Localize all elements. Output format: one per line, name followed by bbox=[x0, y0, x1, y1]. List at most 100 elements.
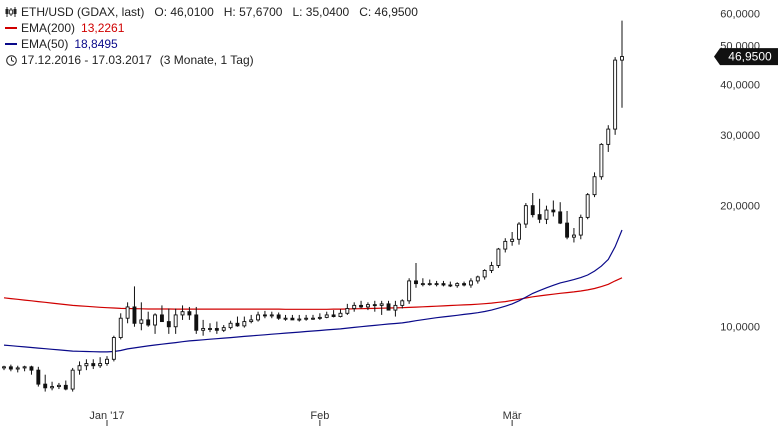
candle-body bbox=[523, 205, 528, 225]
period-interval: (3 Monate, 1 Tag) bbox=[159, 53, 254, 67]
candle-body bbox=[379, 303, 384, 306]
candlestick-icon bbox=[4, 7, 18, 17]
y-tick-label: 40,0000 bbox=[720, 80, 760, 92]
legend-row-ema50: EMA(50) 18,8495 bbox=[4, 36, 418, 52]
candle-body bbox=[22, 366, 27, 369]
candle-body bbox=[235, 322, 240, 327]
candle-body bbox=[276, 314, 281, 319]
ema50-label: EMA(50) bbox=[21, 37, 69, 51]
candle-body bbox=[173, 314, 178, 328]
legend-row-instrument: ETH/USD (GDAX, last) O: 46,0100 H: 57,67… bbox=[4, 4, 418, 20]
candle-body bbox=[201, 328, 206, 331]
candle-body bbox=[475, 276, 480, 282]
candle-body bbox=[304, 317, 309, 320]
candle-body bbox=[29, 366, 34, 371]
candle-body bbox=[544, 209, 549, 220]
candle-body bbox=[400, 300, 405, 306]
candle-body bbox=[338, 312, 343, 318]
x-tick-label: Feb bbox=[310, 410, 329, 422]
candle-body bbox=[331, 314, 336, 318]
candle-body bbox=[359, 304, 364, 308]
candle-body bbox=[468, 280, 473, 286]
candle-body bbox=[372, 304, 377, 307]
candle-body bbox=[194, 314, 199, 331]
legend-row-period: 17.12.2016 - 17.03.2017 (3 Monate, 1 Tag… bbox=[4, 52, 418, 68]
ohlc-open: O: 46,0100 bbox=[154, 5, 214, 19]
candle-body bbox=[592, 176, 597, 196]
candle-body bbox=[414, 280, 418, 285]
candle-body bbox=[455, 283, 460, 287]
candle-body bbox=[317, 316, 322, 319]
candle-body bbox=[496, 248, 501, 266]
candle-body bbox=[139, 319, 144, 324]
candle-body bbox=[297, 318, 302, 321]
candle-body bbox=[166, 321, 171, 328]
candle-body bbox=[15, 367, 20, 370]
candle-body bbox=[462, 283, 467, 286]
ema50-value: 18,8495 bbox=[74, 37, 118, 51]
candle-body bbox=[620, 56, 624, 61]
candle-body bbox=[208, 328, 212, 330]
x-tick-label: Jan '17 bbox=[89, 410, 124, 422]
candle-body bbox=[606, 128, 611, 145]
candle-body bbox=[269, 314, 274, 317]
y-tick-label: 30,0000 bbox=[720, 130, 760, 142]
candle-body bbox=[98, 363, 103, 367]
candle-body bbox=[187, 311, 192, 316]
candle-body bbox=[111, 337, 116, 360]
candle-body bbox=[482, 270, 487, 278]
candle-body bbox=[578, 216, 583, 236]
candle-body bbox=[77, 365, 82, 371]
legend-row-ema200: EMA(200) 13,2261 bbox=[4, 20, 418, 36]
candle-body bbox=[324, 314, 329, 318]
candle-body bbox=[551, 209, 556, 213]
candle-body bbox=[105, 358, 109, 365]
candle-body bbox=[256, 314, 261, 321]
candle-body bbox=[180, 311, 185, 316]
ohlc-low: L: 35,0400 bbox=[292, 5, 350, 19]
ema200-swatch bbox=[5, 27, 17, 29]
chart-legend: ETH/USD (GDAX, last) O: 46,0100 H: 57,67… bbox=[4, 4, 418, 68]
candle-body bbox=[571, 234, 576, 238]
candle-body bbox=[132, 306, 137, 324]
candle-body bbox=[441, 283, 446, 286]
candle-body bbox=[8, 366, 13, 370]
candle-body bbox=[613, 59, 618, 130]
candle-body bbox=[537, 214, 542, 220]
candle-body bbox=[565, 222, 570, 238]
ohlc-high: H: 57,6700 bbox=[223, 5, 283, 19]
ema50-swatch bbox=[5, 43, 17, 45]
candle-body bbox=[427, 283, 432, 286]
candle-body bbox=[63, 384, 68, 390]
candle-body bbox=[249, 319, 254, 323]
candle-body bbox=[118, 317, 123, 339]
candle-body bbox=[290, 317, 295, 321]
period-range: 17.12.2016 - 17.03.2017 bbox=[21, 53, 152, 67]
candle-body bbox=[283, 317, 288, 320]
ema50-line bbox=[3, 229, 623, 353]
y-tick-label: 10,0000 bbox=[720, 322, 760, 334]
candle-body bbox=[84, 363, 89, 367]
candle-body bbox=[407, 280, 412, 302]
candle-body bbox=[221, 327, 226, 331]
candle-body bbox=[420, 283, 425, 286]
clock-icon bbox=[4, 54, 18, 66]
ohlc-close: C: 46,9500 bbox=[359, 5, 418, 19]
candle-body bbox=[43, 383, 48, 389]
candle-body bbox=[146, 319, 151, 326]
candle-body bbox=[510, 238, 515, 242]
candle-body bbox=[503, 240, 508, 250]
y-tick-label: 60,0000 bbox=[720, 9, 760, 21]
candle-body bbox=[262, 314, 267, 317]
ema200-value: 13,2261 bbox=[81, 21, 125, 35]
candle-body bbox=[36, 369, 41, 385]
candle-body bbox=[448, 284, 453, 287]
candle-body bbox=[50, 386, 55, 389]
candle-body bbox=[434, 283, 439, 286]
candle-body bbox=[311, 317, 315, 320]
candle-body bbox=[2, 366, 6, 369]
candle-body bbox=[56, 384, 61, 388]
candle-body bbox=[585, 194, 590, 218]
y-tick-label: 20,0000 bbox=[720, 201, 760, 213]
